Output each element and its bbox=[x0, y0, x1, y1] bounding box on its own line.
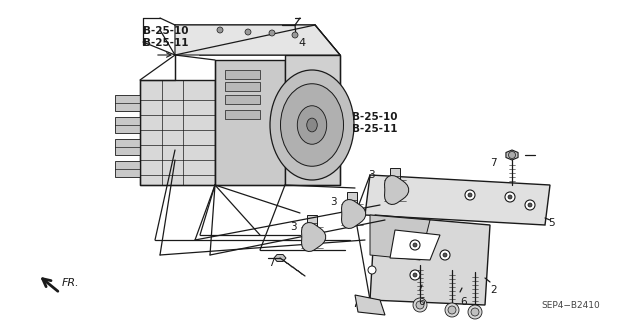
Polygon shape bbox=[225, 70, 260, 79]
Circle shape bbox=[410, 270, 420, 280]
Circle shape bbox=[413, 298, 427, 312]
Polygon shape bbox=[307, 215, 317, 231]
Circle shape bbox=[416, 301, 424, 309]
Ellipse shape bbox=[270, 70, 354, 180]
Polygon shape bbox=[175, 25, 340, 55]
Text: 1: 1 bbox=[310, 238, 317, 248]
Text: 3: 3 bbox=[330, 197, 337, 207]
Text: SEP4−B2410: SEP4−B2410 bbox=[541, 301, 600, 310]
Text: B-25-11: B-25-11 bbox=[352, 124, 397, 134]
Polygon shape bbox=[175, 25, 340, 55]
Polygon shape bbox=[390, 168, 400, 184]
Polygon shape bbox=[447, 306, 457, 314]
Text: 1: 1 bbox=[388, 185, 395, 195]
Polygon shape bbox=[370, 215, 490, 305]
Text: 1: 1 bbox=[350, 212, 356, 222]
Text: 5: 5 bbox=[548, 218, 555, 228]
Polygon shape bbox=[285, 55, 340, 185]
Polygon shape bbox=[225, 82, 260, 91]
Text: 2: 2 bbox=[490, 285, 497, 295]
Polygon shape bbox=[115, 139, 140, 155]
Circle shape bbox=[292, 32, 298, 38]
Circle shape bbox=[528, 203, 532, 207]
Text: B-25-10: B-25-10 bbox=[143, 26, 189, 36]
Polygon shape bbox=[470, 308, 480, 316]
Circle shape bbox=[508, 195, 512, 199]
Polygon shape bbox=[347, 192, 357, 208]
Ellipse shape bbox=[307, 118, 317, 132]
Polygon shape bbox=[215, 60, 285, 185]
Polygon shape bbox=[355, 295, 385, 315]
Polygon shape bbox=[342, 200, 365, 228]
Polygon shape bbox=[390, 230, 440, 260]
Circle shape bbox=[368, 266, 376, 274]
Polygon shape bbox=[225, 95, 260, 104]
Circle shape bbox=[413, 243, 417, 247]
Polygon shape bbox=[115, 161, 140, 177]
Circle shape bbox=[217, 27, 223, 33]
Circle shape bbox=[468, 305, 482, 319]
Text: B-25-11: B-25-11 bbox=[143, 38, 189, 48]
Ellipse shape bbox=[298, 106, 326, 144]
Polygon shape bbox=[365, 175, 550, 225]
Circle shape bbox=[468, 193, 472, 197]
Text: 3: 3 bbox=[368, 170, 374, 180]
Polygon shape bbox=[415, 301, 425, 309]
Circle shape bbox=[410, 240, 420, 250]
Polygon shape bbox=[370, 215, 430, 260]
Circle shape bbox=[269, 30, 275, 36]
Ellipse shape bbox=[280, 84, 344, 166]
Polygon shape bbox=[225, 110, 260, 119]
Text: 7: 7 bbox=[490, 158, 497, 168]
Text: 6: 6 bbox=[460, 297, 467, 307]
Circle shape bbox=[245, 29, 251, 35]
Polygon shape bbox=[115, 95, 140, 111]
Circle shape bbox=[509, 151, 515, 158]
Polygon shape bbox=[140, 80, 215, 185]
Polygon shape bbox=[274, 254, 286, 261]
Circle shape bbox=[413, 273, 417, 277]
Circle shape bbox=[440, 250, 450, 260]
Text: 7: 7 bbox=[268, 258, 275, 268]
Circle shape bbox=[505, 192, 515, 202]
Text: 6: 6 bbox=[418, 297, 424, 307]
Circle shape bbox=[471, 308, 479, 316]
Text: FR.: FR. bbox=[62, 278, 79, 288]
Circle shape bbox=[448, 306, 456, 314]
Circle shape bbox=[465, 190, 475, 200]
Circle shape bbox=[445, 303, 459, 317]
Polygon shape bbox=[301, 222, 326, 252]
Polygon shape bbox=[385, 176, 408, 204]
Text: 4: 4 bbox=[298, 38, 305, 48]
Polygon shape bbox=[506, 150, 518, 160]
Polygon shape bbox=[115, 117, 140, 133]
Circle shape bbox=[443, 253, 447, 257]
Text: B-25-10: B-25-10 bbox=[352, 112, 397, 122]
Text: 3: 3 bbox=[290, 222, 296, 232]
Circle shape bbox=[525, 200, 535, 210]
